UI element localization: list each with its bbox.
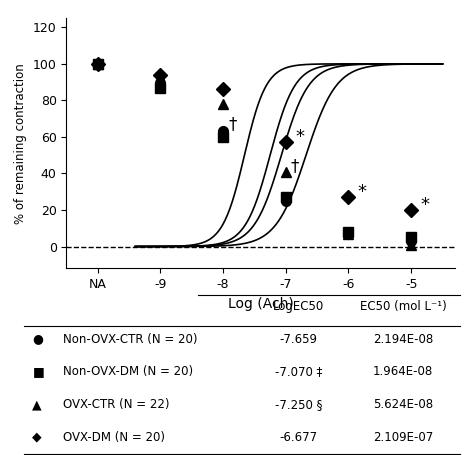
Text: *: * — [358, 183, 367, 201]
Text: Non-OVX-DM (N = 20): Non-OVX-DM (N = 20) — [63, 365, 193, 378]
Text: †: † — [291, 157, 299, 175]
Text: -6.677: -6.677 — [279, 431, 318, 444]
Text: *: * — [420, 196, 429, 213]
Text: ▲: ▲ — [32, 398, 42, 411]
Text: -7.070 ‡: -7.070 ‡ — [275, 365, 322, 378]
Text: †: † — [228, 115, 237, 133]
Text: ◆: ◆ — [32, 431, 42, 444]
Text: OVX-DM (N = 20): OVX-DM (N = 20) — [63, 431, 165, 444]
Text: ●: ● — [32, 333, 43, 345]
Text: *: * — [295, 128, 304, 146]
Text: ■: ■ — [32, 365, 44, 378]
Text: Non-OVX-CTR (N = 20): Non-OVX-CTR (N = 20) — [63, 333, 198, 345]
Text: -7.250 §: -7.250 § — [275, 398, 322, 411]
Text: -7.659: -7.659 — [280, 333, 318, 345]
Text: EC50 (mol L⁻¹): EC50 (mol L⁻¹) — [360, 300, 447, 313]
Text: 5.624E-08: 5.624E-08 — [373, 398, 433, 411]
Y-axis label: % of remaining contraction: % of remaining contraction — [14, 63, 27, 224]
Text: 2.194E-08: 2.194E-08 — [373, 333, 433, 345]
Text: OVX-CTR (N = 22): OVX-CTR (N = 22) — [63, 398, 169, 411]
Text: LogEC50: LogEC50 — [273, 300, 324, 313]
Text: 2.109E-07: 2.109E-07 — [373, 431, 433, 444]
Text: 1.964E-08: 1.964E-08 — [373, 365, 433, 378]
X-axis label: Log (Ach): Log (Ach) — [228, 297, 293, 311]
